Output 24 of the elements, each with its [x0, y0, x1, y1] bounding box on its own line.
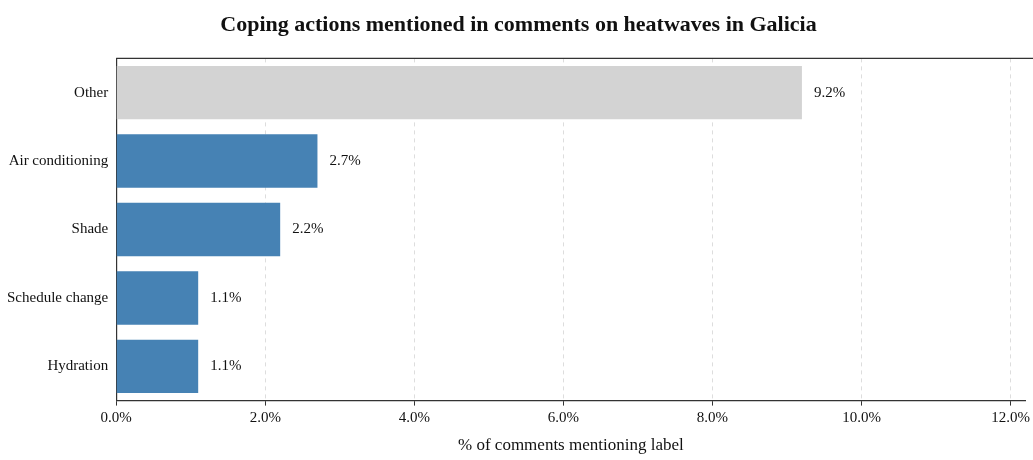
bar — [116, 65, 802, 120]
data-label: 9.2% — [813, 83, 846, 100]
bar — [116, 134, 318, 188]
y-tick-label: Shade — [71, 220, 109, 237]
x-tick-label: 6.0% — [547, 408, 580, 425]
y-tick-label: Other — [74, 83, 109, 100]
data-label: 2.2% — [292, 220, 324, 237]
data-label: 2.7% — [329, 152, 361, 168]
data-label: 1.1% — [210, 288, 242, 305]
x-tick-label: 2.0% — [249, 408, 281, 425]
x-axis-title: % of comments mentioning label — [458, 435, 684, 455]
x-tick-label: 4.0% — [398, 408, 430, 425]
x-tick-label: 8.0% — [696, 408, 729, 425]
x-tick-label: 10.0% — [842, 408, 881, 425]
data-label: 1.1% — [210, 357, 242, 374]
bar — [116, 202, 281, 257]
x-tick-label: 12.0% — [991, 408, 1030, 425]
bar — [116, 339, 199, 394]
chart-title: Coping actions mentioned in comments on heatwaves in Galicia — [220, 10, 817, 36]
y-tick-label: Air conditioning — [8, 152, 109, 168]
bar — [116, 271, 199, 325]
y-tick-label: Schedule change — [6, 288, 109, 305]
y-tick-label: Hydration — [47, 357, 109, 374]
x-tick-label: 0.0% — [100, 408, 132, 425]
